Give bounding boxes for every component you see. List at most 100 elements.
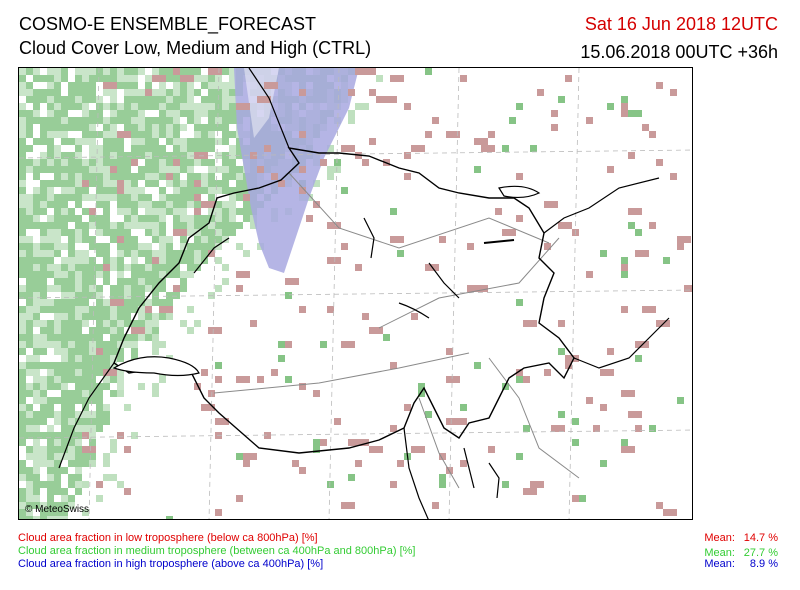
valid-time: Sat 16 Jun 2018 12UTC xyxy=(584,14,778,34)
medium-cloud-cell xyxy=(19,383,26,390)
low-cloud-cell xyxy=(89,208,96,215)
low-cloud-cell xyxy=(404,103,411,110)
low-cloud-cell xyxy=(215,376,222,383)
medium-cloud-cell xyxy=(236,173,243,180)
low-cloud-cell xyxy=(243,460,250,467)
medium-cloud-cell xyxy=(19,376,26,383)
medium-cloud-cell xyxy=(47,124,54,131)
medium-cloud-cell xyxy=(47,110,54,117)
low-cloud-cell xyxy=(621,390,635,397)
medium-cloud-cell xyxy=(138,138,145,145)
medium-cloud-cell xyxy=(334,159,341,166)
medium-cloud-cell xyxy=(19,180,26,187)
medium-cloud-cell xyxy=(138,201,145,208)
medium-cloud-cell xyxy=(103,404,110,411)
low-cloud-cell xyxy=(320,439,327,446)
low-cloud-cell xyxy=(642,124,649,131)
medium-cloud-cell xyxy=(180,96,187,103)
medium-cloud-cell xyxy=(33,516,40,519)
medium-cloud-cell xyxy=(124,250,131,257)
medium-cloud-cell xyxy=(327,481,334,488)
medium-cloud-cell xyxy=(26,502,33,509)
medium-cloud-cell xyxy=(61,425,68,432)
medium-cloud-cell xyxy=(152,173,159,180)
medium-cloud-cell xyxy=(229,173,236,180)
medium-cloud-cell xyxy=(33,355,40,362)
medium-cloud-cell xyxy=(208,138,215,145)
medium-cloud-cell xyxy=(89,124,96,131)
medium-cloud-cell xyxy=(152,285,159,292)
medium-cloud-cell xyxy=(26,271,33,278)
medium-cloud-cell xyxy=(40,159,47,166)
medium-cloud-cell xyxy=(117,201,124,208)
medium-cloud-cell xyxy=(33,411,40,418)
river-line xyxy=(418,397,460,489)
medium-cloud-cell xyxy=(117,327,124,334)
low-cloud-cell xyxy=(131,159,138,166)
medium-cloud-cell xyxy=(82,418,89,425)
lake-como xyxy=(488,462,500,499)
low-cloud-cell xyxy=(313,390,320,397)
medium-cloud-cell xyxy=(96,187,103,194)
medium-cloud-cell xyxy=(54,271,61,278)
medium-cloud-cell xyxy=(166,166,173,173)
medium-cloud-cell xyxy=(145,75,152,82)
medium-cloud-cell xyxy=(117,257,124,264)
medium-cloud-cell xyxy=(159,166,166,173)
medium-cloud-cell xyxy=(40,516,47,519)
medium-cloud-cell xyxy=(194,187,201,194)
medium-cloud-cell xyxy=(33,495,40,502)
medium-cloud-cell xyxy=(75,355,82,362)
medium-cloud-cell xyxy=(187,110,194,117)
medium-cloud-cell xyxy=(166,152,173,159)
medium-cloud-cell xyxy=(222,131,229,138)
medium-cloud-cell xyxy=(26,481,33,488)
low-cloud-cell xyxy=(327,257,334,264)
medium-cloud-cell xyxy=(159,103,166,110)
medium-cloud-cell xyxy=(54,474,61,481)
medium-cloud-cell xyxy=(40,327,47,334)
medium-cloud-cell xyxy=(145,222,152,229)
low-cloud-cell xyxy=(551,124,558,131)
medium-cloud-cell xyxy=(68,502,75,509)
medium-cloud-cell xyxy=(124,299,131,306)
medium-cloud-cell xyxy=(75,180,82,187)
medium-cloud-cell xyxy=(159,229,166,236)
medium-cloud-cell xyxy=(383,334,390,341)
low-cloud-cell xyxy=(481,145,495,152)
medium-cloud-cell xyxy=(152,159,159,166)
medium-cloud-cell xyxy=(26,404,33,411)
medium-cloud-cell xyxy=(103,243,110,250)
medium-cloud-cell xyxy=(68,376,75,383)
medium-cloud-cell xyxy=(194,201,201,208)
low-cloud-cell xyxy=(488,446,495,453)
low-cloud-cell xyxy=(96,348,103,355)
medium-cloud-cell xyxy=(75,299,82,306)
medium-cloud-cell xyxy=(180,257,187,264)
medium-cloud-cell xyxy=(208,215,215,222)
medium-cloud-cell xyxy=(40,250,47,257)
medium-cloud-cell xyxy=(33,215,40,222)
medium-cloud-cell xyxy=(96,355,103,362)
medium-cloud-cell xyxy=(180,222,187,229)
medium-cloud-cell xyxy=(173,110,180,117)
medium-cloud-cell xyxy=(152,145,159,152)
medium-cloud-cell xyxy=(131,131,138,138)
medium-cloud-cell xyxy=(152,180,159,187)
legend-high-cloud: Cloud area fraction in high troposphere … xyxy=(18,558,324,570)
medium-cloud-cell xyxy=(89,180,96,187)
medium-cloud-cell xyxy=(215,208,222,215)
medium-cloud-cell xyxy=(54,369,61,376)
medium-cloud-cell xyxy=(516,376,523,383)
medium-cloud-cell xyxy=(33,362,40,369)
medium-cloud-cell xyxy=(243,180,250,187)
medium-cloud-cell xyxy=(138,117,145,124)
low-cloud-cell xyxy=(117,187,124,194)
medium-cloud-cell xyxy=(215,285,222,292)
medium-cloud-cell xyxy=(138,89,145,96)
medium-cloud-cell xyxy=(47,453,54,460)
medium-cloud-cell xyxy=(19,285,26,292)
low-cloud-cell xyxy=(103,369,117,376)
medium-cloud-cell xyxy=(222,208,229,215)
medium-cloud-cell xyxy=(152,334,159,341)
